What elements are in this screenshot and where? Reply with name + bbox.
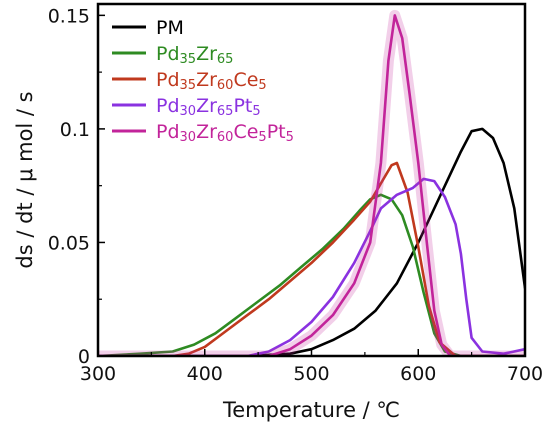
legend-label-3: Pd30Zr65Pt5: [156, 95, 261, 119]
x-tick-label: 400: [187, 363, 223, 385]
y-tick-label: 0.05: [48, 232, 90, 254]
y-axis-title: ds / dt / μ mol / s: [13, 91, 37, 268]
series-line-2: [98, 161, 525, 356]
x-tick-label: 500: [293, 363, 329, 385]
legend-label-1: Pd35Zr65: [156, 43, 233, 67]
series-glow-4: [98, 9, 525, 356]
legend-label-0: PM: [156, 17, 184, 39]
x-tick-label: 600: [400, 363, 436, 385]
axis-ticks: 300 400 500 600 700 0 0.05 0.1 0.15: [48, 5, 543, 385]
series-line-1: [98, 193, 525, 356]
x-tick-label: 300: [80, 363, 116, 385]
y-tick-label: 0.15: [48, 5, 90, 27]
series-line-4: [98, 14, 525, 356]
legend: PM Pd35Zr65Pd35Zr60Ce5Pd30Zr65Pt5Pd30Zr60…: [112, 17, 294, 145]
legend-label-4: Pd30Zr60Ce5Pt5: [156, 121, 294, 145]
legend-label-2: Pd35Zr60Ce5: [156, 69, 267, 93]
x-axis-title: Temperature / ℃: [222, 398, 400, 422]
y-tick-label: 0.1: [60, 119, 90, 141]
plot-content: [98, 9, 525, 356]
x-tick-label: 700: [507, 363, 543, 385]
series-line-3: [98, 177, 525, 356]
y-tick-label: 0: [78, 346, 90, 368]
